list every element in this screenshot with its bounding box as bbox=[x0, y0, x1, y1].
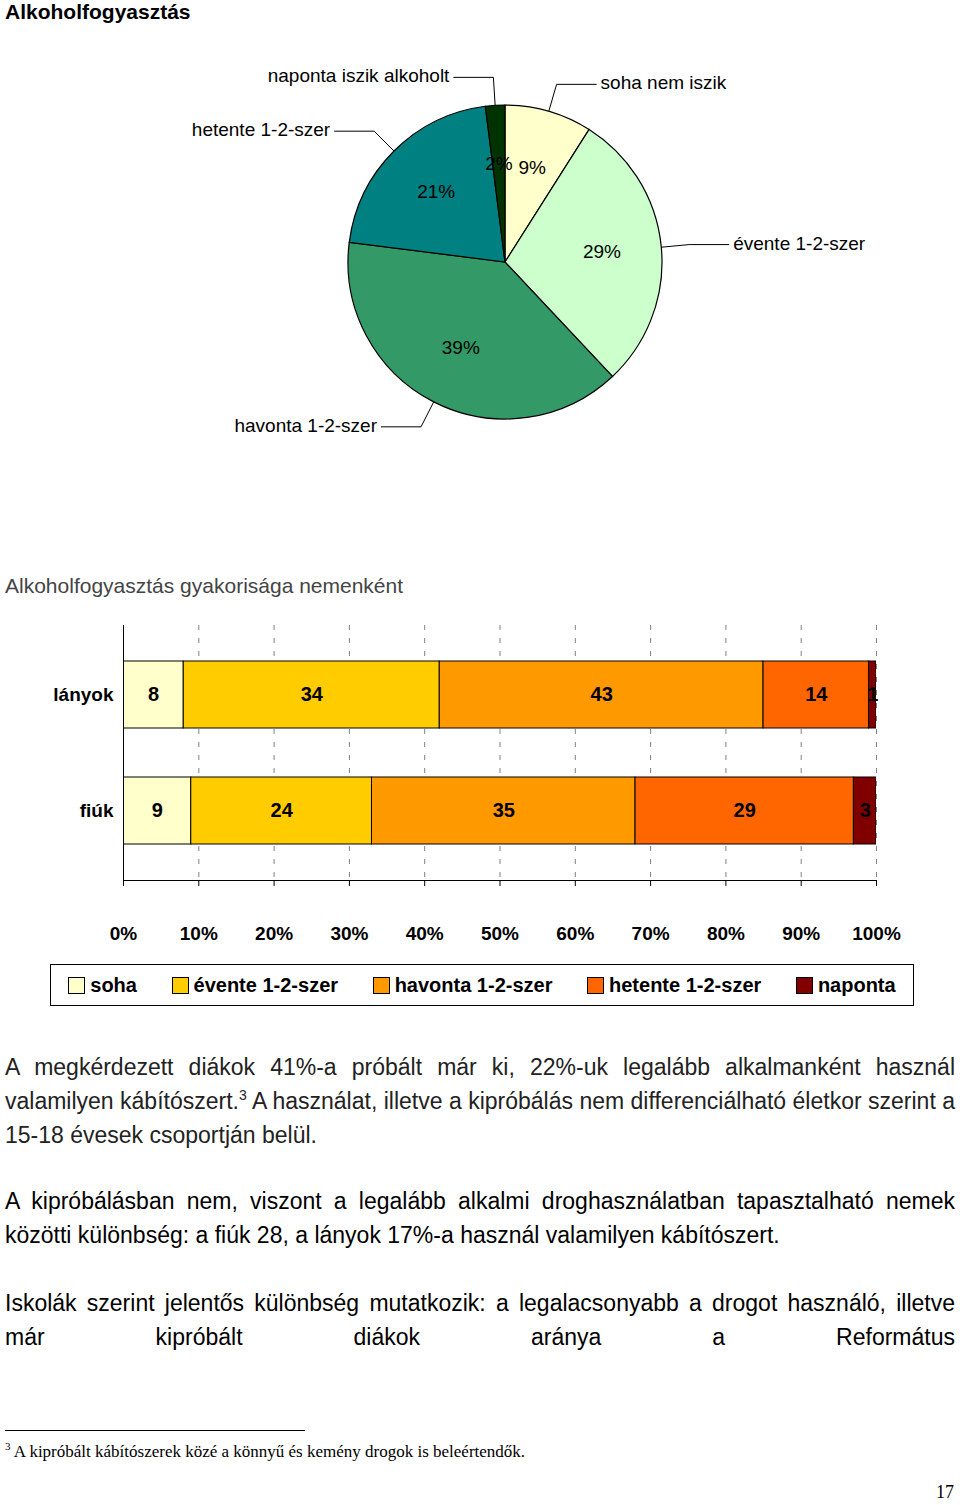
html-text:17: 17 bbox=[936, 1482, 954, 1502]
svg-text:évente 1-2-szer: évente 1-2-szer bbox=[733, 233, 866, 254]
svg-text:14: 14 bbox=[805, 683, 828, 705]
svg-text:9%: 9% bbox=[518, 157, 546, 178]
svg-text:24: 24 bbox=[271, 799, 294, 821]
html-text:Alkoholfogyasztás: Alkoholfogyasztás bbox=[5, 0, 191, 23]
html-text:3A kipróbált kábítószerek közé: 3A kipróbált kábítószerek közé a könnyű … bbox=[5, 1440, 526, 1461]
html-text:naponta: naponta bbox=[817, 973, 896, 996]
html-text:A kipróbálásban nem, viszont a: A kipróbálásban nem, viszont a legalább … bbox=[5, 1188, 955, 1248]
svg-text:havonta 1-2-szer: havonta 1-2-szer bbox=[234, 415, 377, 436]
svg-text:naponta iszik alkoholt: naponta iszik alkoholt bbox=[268, 65, 450, 86]
svg-text:fiúk: fiúk bbox=[80, 800, 114, 821]
svg-text:40%: 40% bbox=[406, 923, 444, 944]
svg-text:hetente 1-2-szer: hetente 1-2-szer bbox=[192, 119, 331, 140]
svg-text:2%: 2% bbox=[485, 153, 513, 174]
svg-text:80%: 80% bbox=[707, 923, 745, 944]
svg-text:30%: 30% bbox=[330, 923, 368, 944]
svg-text:8: 8 bbox=[148, 683, 159, 705]
svg-text:3: 3 bbox=[860, 799, 871, 821]
svg-text:20%: 20% bbox=[255, 923, 293, 944]
svg-text:10%: 10% bbox=[180, 923, 218, 944]
svg-text:0%: 0% bbox=[110, 923, 138, 944]
svg-text:lányok: lányok bbox=[53, 684, 114, 705]
svg-text:29%: 29% bbox=[583, 241, 621, 262]
svg-text:50%: 50% bbox=[481, 923, 519, 944]
svg-text:soha nem iszik: soha nem iszik bbox=[601, 72, 727, 93]
svg-text:21%: 21% bbox=[417, 181, 455, 202]
html-text:havonta 1-2-szer: havonta 1-2-szer bbox=[394, 973, 553, 996]
html-text:hetente 1-2-szer: hetente 1-2-szer bbox=[609, 973, 762, 996]
svg-text:43: 43 bbox=[591, 683, 613, 705]
svg-text:1: 1 bbox=[867, 683, 878, 705]
svg-text:60%: 60% bbox=[556, 923, 594, 944]
svg-text:70%: 70% bbox=[632, 923, 670, 944]
html-text:Iskolák szerint jelentős külön: Iskolák szerint jelentős különbség mutat… bbox=[5, 1290, 955, 1350]
svg-text:100%: 100% bbox=[852, 923, 901, 944]
html-text:A megkérdezett diákok 41%-a pr: A megkérdezett diákok 41%-a próbált már … bbox=[5, 1054, 955, 1148]
svg-text:34: 34 bbox=[301, 683, 324, 705]
html-text:soha: soha bbox=[90, 973, 137, 996]
svg-text:90%: 90% bbox=[782, 923, 820, 944]
html-text:Alkoholfogyasztás gyakorisága: Alkoholfogyasztás gyakorisága nemenként bbox=[5, 574, 404, 597]
svg-text:29: 29 bbox=[734, 799, 756, 821]
html-text:évente 1-2-szer: évente 1-2-szer bbox=[193, 973, 339, 996]
svg-text:35: 35 bbox=[493, 799, 515, 821]
svg-text:39%: 39% bbox=[442, 337, 480, 358]
svg-text:9: 9 bbox=[152, 799, 163, 821]
